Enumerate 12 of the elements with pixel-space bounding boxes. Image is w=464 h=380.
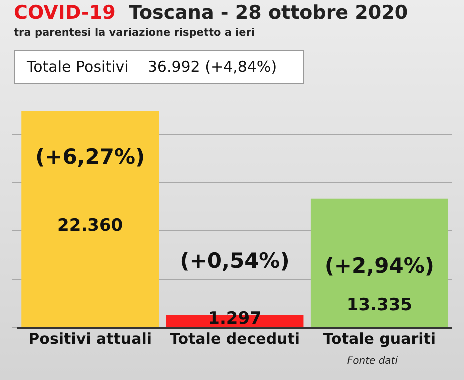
annotation: (+2,94%) xyxy=(324,254,434,278)
data-label: 22.360 xyxy=(58,216,124,236)
chart-title: COVID-19 Toscana - 28 ottobre 2020 xyxy=(14,2,408,24)
annotation: (+0,54%) xyxy=(180,249,290,274)
text: Totale Positivi 36.992 (+4,84%) xyxy=(14,50,304,84)
chart-subtitle: tra parentesi la variazione rispetto a ieri xyxy=(14,27,256,39)
x-tick-label: Positivi attuali xyxy=(28,330,152,348)
x-tick-label: Totale guariti xyxy=(323,330,436,348)
source-note: Fonte dati xyxy=(347,356,398,367)
x-tick-label: Totale deceduti xyxy=(170,330,300,348)
data-label: 13.335 xyxy=(346,296,412,316)
annotation: (+6,27%) xyxy=(36,145,146,170)
